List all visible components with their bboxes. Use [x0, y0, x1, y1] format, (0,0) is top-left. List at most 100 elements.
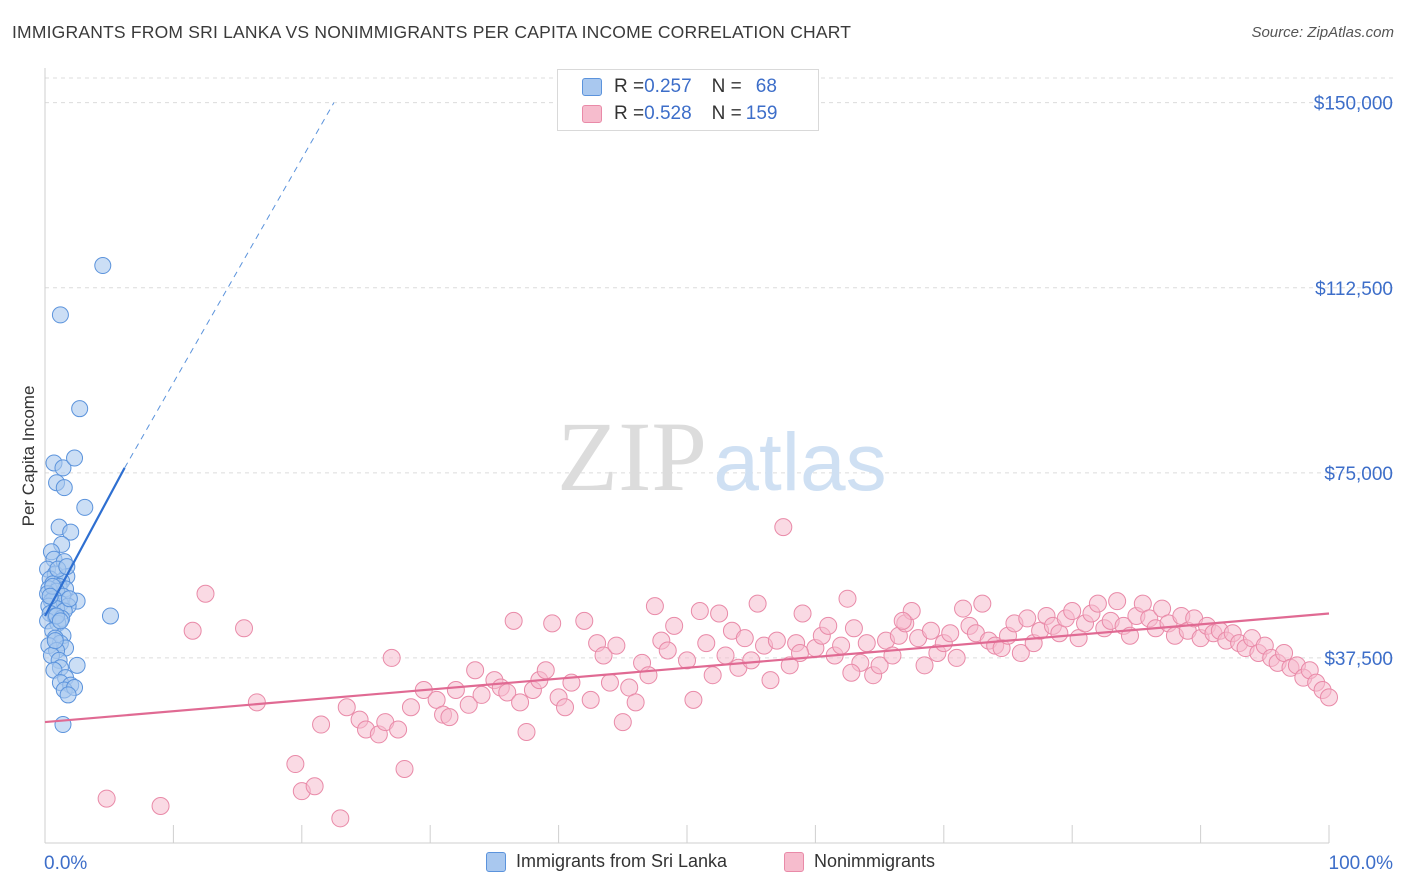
legend-swatch-blue [582, 78, 602, 96]
nonimmigrant-point [774, 518, 793, 537]
sri-lanka-point [94, 257, 112, 275]
sri-lanka-point [54, 459, 72, 477]
nonimmigrant-point [286, 755, 305, 774]
nonimmigrant-point [459, 695, 478, 714]
nonimmigrant-point [600, 673, 619, 692]
sri-lanka-point [66, 449, 84, 467]
nonimmigrant-point [947, 648, 966, 667]
legend-row-sri-lanka: R = 0.257 N = 68 [582, 76, 777, 98]
x-tick-label-max: 100.0% [1329, 853, 1394, 874]
points-layer [39, 257, 1338, 828]
bottom-legend-swatch-pink [784, 851, 804, 872]
sri-lanka-point [46, 632, 64, 650]
nonimmigrant-point [337, 698, 356, 717]
legend-r-value: 0.528 [644, 103, 692, 124]
nonimmigrant-point [1063, 602, 1082, 621]
nonimmigrant-point [697, 634, 716, 653]
grid-layer [45, 77, 1395, 659]
legend-n-label: N = [711, 76, 742, 97]
nonimmigrant-point [842, 663, 861, 682]
nonimmigrant-point [767, 631, 786, 650]
nonimmigrant-point [235, 619, 254, 638]
bottom-legend-nonimmigrants: Nonimmigrants [784, 851, 935, 872]
nonimmigrant-point [613, 713, 632, 732]
nonimmigrant-point [466, 661, 485, 680]
nonimmigrant-point [838, 589, 857, 608]
nonimmigrant-point [536, 661, 555, 680]
nonimmigrant-point [658, 641, 677, 660]
legend-r-value: 0.257 [644, 76, 692, 97]
nonimmigrant-point [915, 656, 934, 675]
nonimmigrant-point [941, 624, 960, 643]
nonimmigrant-point [183, 621, 202, 640]
legend-swatch-pink [582, 105, 602, 123]
nonimmigrant-point [575, 611, 594, 630]
y-tick-label: $75,000 [1324, 464, 1393, 485]
nonimmigrant-point [97, 789, 116, 808]
nonimmigrant-point [819, 616, 838, 635]
sri-lanka-point [68, 656, 86, 674]
nonimmigrant-point [832, 636, 851, 655]
nonimmigrant-point [748, 594, 767, 613]
bottom-legend-swatch-blue [486, 851, 506, 872]
nonimmigrant-point [857, 634, 876, 653]
nonimmigrant-point [401, 698, 420, 717]
nonimmigrant-point [703, 666, 722, 685]
nonimmigrant-point [556, 698, 575, 717]
sri-lanka-point [55, 479, 73, 497]
nonimmigrant-point [844, 619, 863, 638]
sri-lanka-trendline [44, 467, 126, 617]
sri-lanka-point [62, 523, 80, 541]
nonimmigrant-point [954, 599, 973, 618]
y-tick-label: $112,500 [1315, 279, 1393, 300]
nonimmigrant-point [331, 809, 350, 828]
nonimmigrant-point [440, 708, 459, 727]
nonimmigrant-trendline [44, 612, 1330, 724]
nonimmigrant-point [690, 602, 709, 621]
bottom-legend-label: Nonimmigrants [814, 851, 936, 871]
correlation-legend: R = 0.257 N = 68 R = 0.528 N = 159 [557, 69, 819, 131]
nonimmigrant-point [581, 690, 600, 709]
nonimmigrant-point [472, 685, 491, 704]
nonimmigrant-point [543, 614, 562, 633]
axis-layer: $37,500 $75,000 $112,500 $150,000 0.0% 100.0% [44, 68, 1393, 874]
sri-lanka-point [76, 498, 94, 516]
nonimmigrant-point [870, 656, 889, 675]
chart-title: IMMIGRANTS FROM SRI LANKA VS NONIMMIGRAN… [12, 22, 852, 42]
nonimmigrant-point [446, 681, 465, 699]
sri-lanka-trendline-extension [124, 102, 335, 469]
bottom-legend-sri-lanka: Immigrants from Sri Lanka [486, 851, 727, 872]
watermark: ZIP atlas [557, 401, 887, 512]
nonimmigrant-point [382, 648, 401, 667]
nonimmigrant-point [607, 636, 626, 655]
nonimmigrant-point [247, 693, 266, 712]
x-tick-label-min: 0.0% [44, 853, 87, 874]
nonimmigrant-point [626, 693, 645, 712]
nonimmigrant-point [594, 646, 613, 665]
nonimmigrant-point [716, 646, 735, 665]
nonimmigrant-point [973, 594, 992, 613]
nonimmigrant-point [793, 604, 812, 623]
bottom-legend-label: Immigrants from Sri Lanka [516, 851, 728, 871]
chart-source: Source: ZipAtlas.com [1251, 24, 1394, 41]
nonimmigrant-point [645, 597, 664, 616]
legend-r-label: R = [614, 103, 645, 124]
nonimmigrant-point [780, 656, 799, 675]
y-tick-label: $37,500 [1324, 649, 1393, 670]
bottom-legend: Immigrants from Sri Lanka Nonimmigrants [0, 851, 1406, 877]
nonimmigrant-point [305, 777, 324, 796]
trend-layer [44, 102, 1330, 724]
nonimmigrant-point [1088, 594, 1107, 613]
nonimmigrant-point [735, 629, 754, 648]
sri-lanka-point [71, 400, 89, 418]
nonimmigrant-point [684, 690, 703, 709]
nonimmigrant-point [639, 666, 658, 685]
nonimmigrant-point [893, 611, 912, 630]
y-axis-label: Per Capita Income [19, 386, 38, 527]
legend-n-label: N = [711, 103, 742, 124]
legend-n-value: 159 [745, 103, 778, 124]
nonimmigrant-point [1320, 688, 1338, 707]
nonimmigrant-point [742, 651, 761, 670]
nonimmigrant-point [761, 671, 780, 690]
